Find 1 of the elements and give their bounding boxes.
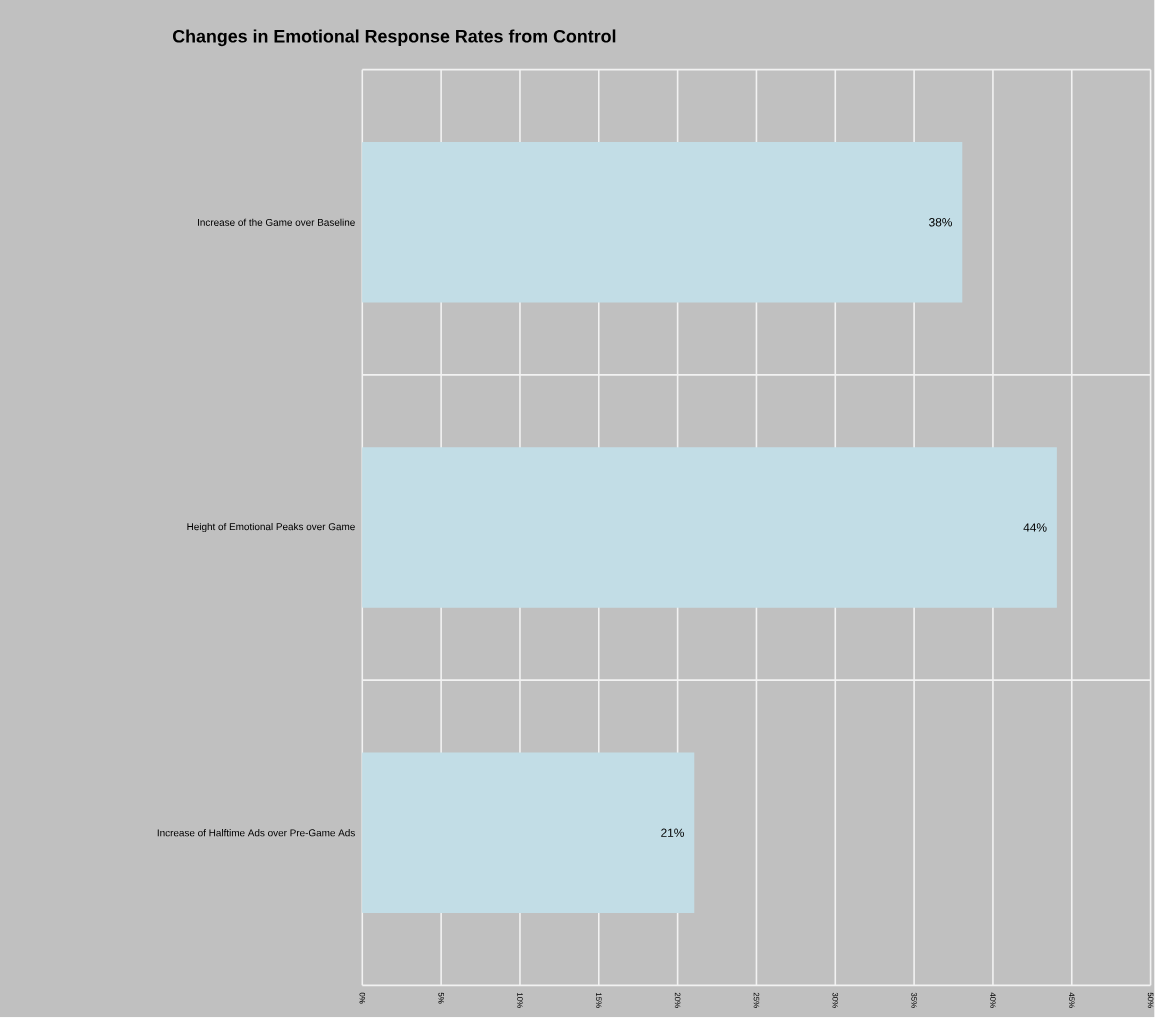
chart-title: Changes in Emotional Response Rates from Control <box>172 29 616 47</box>
